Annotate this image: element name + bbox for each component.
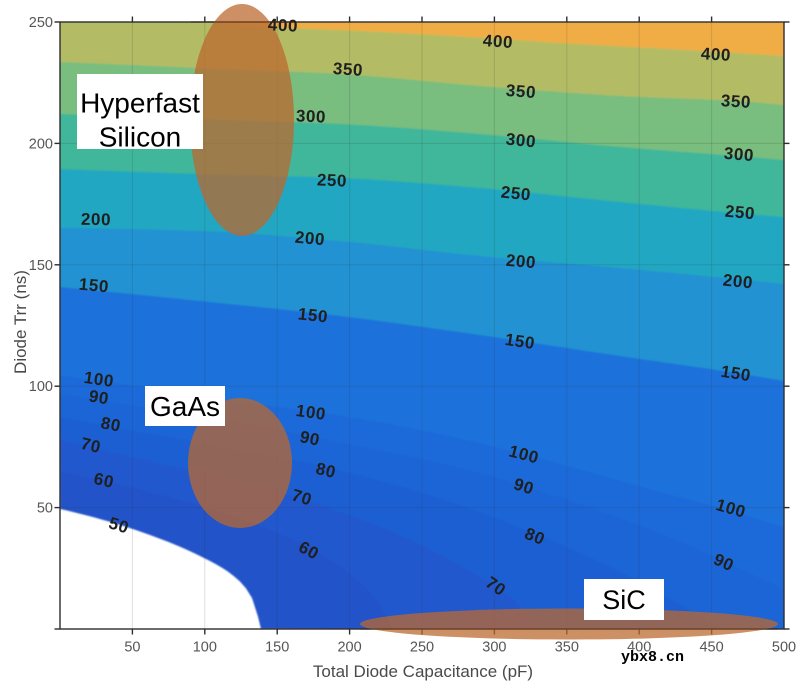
svg-text:350: 350	[505, 81, 537, 102]
svg-text:200: 200	[81, 210, 111, 229]
svg-text:250: 250	[410, 640, 434, 656]
svg-text:GaAs: GaAs	[150, 391, 220, 422]
svg-text:100: 100	[193, 640, 217, 656]
svg-text:250: 250	[724, 202, 756, 224]
svg-text:90: 90	[87, 386, 110, 408]
svg-text:150: 150	[29, 258, 53, 274]
svg-text:200: 200	[722, 271, 754, 293]
svg-text:350: 350	[555, 640, 579, 656]
svg-text:50: 50	[124, 640, 140, 656]
svg-text:80: 80	[314, 459, 338, 482]
svg-text:100: 100	[295, 401, 327, 424]
svg-text:250: 250	[500, 183, 532, 205]
svg-text:500: 500	[772, 640, 796, 656]
svg-text:400: 400	[700, 44, 731, 65]
svg-text:300: 300	[723, 144, 755, 165]
svg-text:200: 200	[505, 251, 537, 273]
svg-text:150: 150	[78, 275, 110, 297]
svg-text:150: 150	[297, 304, 329, 326]
svg-text:300: 300	[505, 130, 537, 152]
svg-text:400: 400	[267, 15, 298, 35]
svg-text:80: 80	[99, 413, 122, 435]
svg-text:350: 350	[720, 91, 751, 112]
svg-text:300: 300	[482, 640, 506, 656]
svg-text:ybx8.cn: ybx8.cn	[621, 649, 684, 666]
svg-text:150: 150	[720, 362, 753, 385]
svg-text:400: 400	[482, 31, 513, 52]
svg-text:60: 60	[92, 469, 116, 492]
svg-text:Silicon: Silicon	[99, 122, 181, 153]
svg-text:300: 300	[296, 106, 327, 126]
svg-text:70: 70	[79, 434, 103, 457]
svg-text:90: 90	[298, 427, 322, 450]
svg-text:450: 450	[699, 640, 723, 656]
svg-text:50: 50	[37, 501, 53, 517]
svg-text:100: 100	[29, 379, 53, 395]
svg-text:Diode Trr (ns): Diode Trr (ns)	[11, 270, 30, 374]
svg-text:100: 100	[83, 368, 116, 391]
svg-text:250: 250	[317, 170, 348, 190]
svg-text:200: 200	[337, 640, 361, 656]
svg-text:SiC: SiC	[602, 585, 646, 615]
svg-text:200: 200	[294, 228, 326, 250]
svg-text:Hyperfast: Hyperfast	[80, 88, 200, 119]
svg-text:150: 150	[265, 640, 289, 656]
svg-text:250: 250	[29, 15, 53, 31]
svg-text:Total Diode Capacitance (pF): Total Diode Capacitance (pF)	[313, 662, 533, 681]
svg-text:200: 200	[29, 136, 53, 152]
svg-text:150: 150	[504, 330, 537, 353]
svg-text:400: 400	[627, 640, 651, 656]
svg-text:350: 350	[332, 59, 363, 80]
